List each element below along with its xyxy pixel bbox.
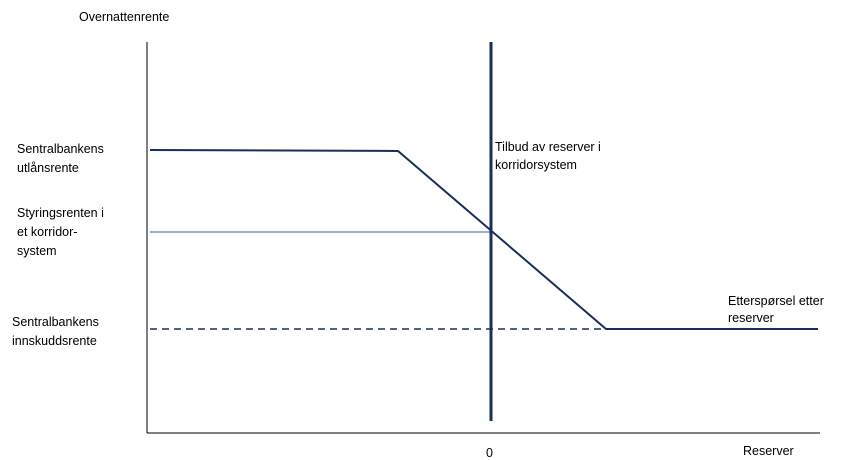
deposit-rate-label-line-1: Sentralbankens [12,315,99,329]
lending-rate-label-line-2: utlånsrente [17,161,79,175]
y-axis-label: Overnattenrente [79,10,169,24]
deposit-rate-label-line-2: innskuddsrente [12,334,97,348]
policy-rate-label-line-2: et korridor- [17,225,77,239]
supply-label-line-1: Tilbud av reserver i [495,140,601,154]
demand-label: Etterspørsel etter reserver [728,294,827,325]
deposit-rate-label: Sentralbankens innskuddsrente [12,315,102,348]
supply-label: Tilbud av reserver i korridorsystem [495,140,604,172]
demand-label-line-1: Etterspørsel etter [728,294,824,308]
policy-rate-label: Styringsrenten i et korridor- system [17,206,107,258]
supply-label-line-2: korridorsystem [495,158,577,172]
demand-curve [149,149,818,330]
lending-rate-label-line-1: Sentralbankens [17,142,104,156]
policy-rate-label-line-1: Styringsrenten i [17,206,104,220]
lending-rate-label: Sentralbankens utlånsrente [17,142,107,175]
demand-label-line-2: reserver [728,311,774,325]
x-axis-label: Reserver [743,444,794,458]
x-axis-tick-zero: 0 [486,446,493,460]
policy-rate-label-line-3: system [17,244,57,258]
